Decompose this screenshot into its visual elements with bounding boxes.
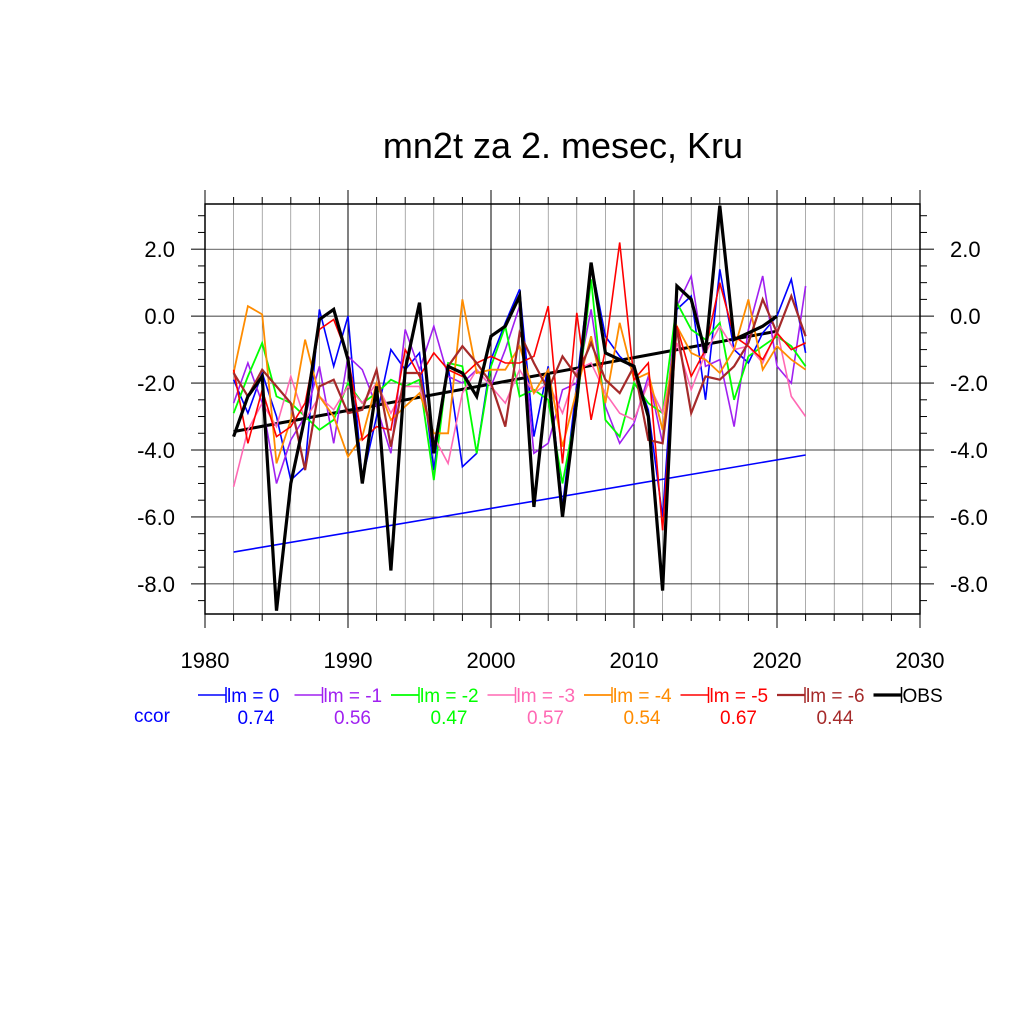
x-tick-label: 2030 xyxy=(896,648,945,673)
y-tick-label-left: -4.0 xyxy=(137,438,175,463)
plot-frame xyxy=(204,203,921,615)
ccor-value: 0.56 xyxy=(334,708,371,729)
y-tick-label-left: 2.0 xyxy=(144,237,175,262)
legend-label: lm = -3 xyxy=(517,686,576,707)
ccor-value: 0.57 xyxy=(527,708,564,729)
y-tick-label-left: -2.0 xyxy=(137,371,175,396)
y-tick-label-right: 0.0 xyxy=(950,304,981,329)
tick-labels: 1980 1990 2000 2010 2020 2030 2.0 2.0 0.0 0.0 -2.0… xyxy=(137,237,988,673)
series-line xyxy=(232,324,807,487)
ccor-value: 0.54 xyxy=(624,708,661,729)
y-tick-label-right: 2.0 xyxy=(950,237,981,262)
ccor-value: 0.44 xyxy=(817,708,854,729)
y-tick-label-right: -2.0 xyxy=(950,371,988,396)
legend-label: lm = -6 xyxy=(806,686,865,707)
trend-line xyxy=(233,329,778,434)
x-tick-label: 2010 xyxy=(610,648,659,673)
chart-title: mn2t za 2. mesec, Kru xyxy=(383,125,743,166)
series-line xyxy=(232,292,807,471)
ccor-value: 0.74 xyxy=(238,708,275,729)
legend-label: lm = 0 xyxy=(227,686,279,707)
ccor-value: 0.47 xyxy=(431,708,468,729)
y-tick-label-right: -8.0 xyxy=(950,572,988,597)
legend-label: lm = -2 xyxy=(420,686,479,707)
trend-line xyxy=(233,454,806,553)
series-line xyxy=(232,242,806,531)
series-line xyxy=(232,205,778,611)
trend-lines xyxy=(233,329,806,553)
x-tick-label: 1990 xyxy=(324,648,373,673)
x-tick-label: 2000 xyxy=(467,648,516,673)
axis-ticks xyxy=(191,190,934,628)
y-tick-label-left: -6.0 xyxy=(137,505,175,530)
series-line xyxy=(232,299,807,464)
series-line xyxy=(232,262,807,518)
series-lines xyxy=(232,205,807,611)
y-tick-label-right: -6.0 xyxy=(950,505,988,530)
x-tick-label: 1980 xyxy=(181,648,230,673)
y-tick-label-right: -4.0 xyxy=(950,438,988,463)
legend-label: lm = -1 xyxy=(324,686,383,707)
legend-label: OBS xyxy=(903,686,943,707)
series-line xyxy=(232,279,807,484)
y-tick-label-left: -8.0 xyxy=(137,572,175,597)
ccor-value: 0.67 xyxy=(720,708,757,729)
legend-label: lm = -4 xyxy=(613,686,672,707)
ccor-label: ccor xyxy=(134,706,171,727)
legend-label: lm = -5 xyxy=(710,686,769,707)
y-tick-label-left: 0.0 xyxy=(144,304,175,329)
x-tick-label: 2020 xyxy=(753,648,802,673)
